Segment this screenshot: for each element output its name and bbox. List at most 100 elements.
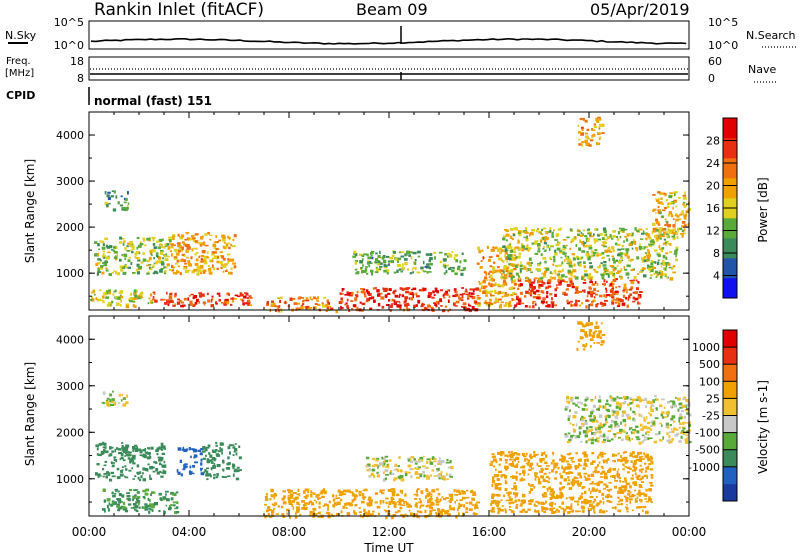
scatter-cell (500, 249, 504, 253)
noise-sky-line (90, 37, 687, 45)
scatter-cell (338, 501, 341, 505)
scatter-cell (612, 397, 617, 401)
scatter-cell (176, 511, 180, 514)
scatter-cell (630, 455, 633, 457)
scatter-cell (571, 282, 574, 286)
scatter-cell (603, 294, 606, 298)
scatter-cell (337, 489, 341, 493)
scatter-cell (542, 256, 547, 260)
scatter-cell (627, 493, 630, 496)
scatter-cell (378, 268, 382, 271)
scatter-cell (372, 510, 375, 513)
scatter-cell (570, 496, 575, 500)
scatter-cell (620, 438, 624, 441)
scatter-cell (561, 460, 565, 463)
scatter-cell (623, 266, 625, 269)
scatter-cell (513, 267, 517, 271)
scatter-cell (209, 454, 213, 458)
scatter-cell (431, 489, 436, 493)
scatter-cell (564, 293, 568, 296)
scatter-cell (557, 242, 561, 245)
scatter-cell (188, 471, 193, 474)
scatter-cell (594, 416, 596, 420)
scatter-cell (270, 304, 275, 307)
scatter-cell (527, 459, 531, 462)
scatter-cell (677, 397, 681, 401)
scatter-cell (125, 198, 128, 201)
scatter-cell (638, 458, 643, 462)
scatter-cell (511, 280, 514, 284)
scatter-cell (142, 237, 145, 240)
scatter-cell (572, 304, 576, 307)
scatter-cell (178, 300, 182, 303)
scatter-cell (498, 305, 502, 309)
scatter-cell (589, 265, 594, 269)
scatter-cell (599, 336, 603, 339)
scatter-cell (106, 403, 109, 407)
scatter-cell (125, 468, 128, 471)
scatter-cell (637, 451, 640, 456)
scatter-cell (159, 269, 163, 273)
scatter-cell (97, 271, 99, 275)
scatter-cell (604, 299, 608, 302)
scatter-cell (397, 503, 401, 506)
scatter-cell (104, 191, 107, 195)
scatter-cell (537, 293, 541, 296)
scatter-cell (111, 491, 114, 495)
scatter-cell (684, 404, 688, 408)
colorbar-segment (723, 278, 737, 299)
scatter-cell (518, 276, 521, 280)
noise-right-tick-top: 10^5 (708, 16, 738, 29)
scatter-cell (216, 464, 221, 468)
scatter-cell (622, 485, 627, 488)
scatter-cell (575, 288, 577, 291)
scatter-cell (181, 253, 186, 257)
scatter-cell (548, 472, 551, 474)
scatter-cell (168, 295, 173, 299)
scatter-cell (113, 401, 117, 403)
scatter-cell (114, 492, 117, 495)
scatter-cell (318, 505, 321, 509)
scatter-cell (582, 505, 585, 508)
scatter-cell (593, 508, 595, 512)
scatter-cell (589, 277, 593, 280)
scatter-cell (340, 492, 344, 496)
scatter-cell (137, 259, 141, 262)
scatter-cell (586, 295, 589, 298)
scatter-cell (149, 237, 151, 240)
scatter-cell (572, 269, 577, 273)
scatter-cell (465, 507, 468, 511)
scatter-cell (605, 418, 608, 421)
scatter-cell (643, 418, 646, 423)
scatter-cell (548, 477, 551, 480)
scatter-cell (510, 450, 513, 454)
scatter-cell (449, 266, 453, 269)
scatter-cell (311, 502, 314, 506)
scatter-cell (160, 298, 163, 301)
scatter-cell (627, 234, 630, 237)
scatter-cell (595, 419, 598, 423)
scatter-cell (412, 515, 416, 518)
scatter-cell (618, 477, 622, 479)
scatter-cell (588, 330, 592, 333)
scatter-cell (530, 271, 533, 274)
scatter-cell (97, 258, 102, 261)
scatter-cell (610, 438, 614, 441)
scatter-cell (266, 301, 269, 305)
scatter-cell (280, 309, 283, 313)
scatter-cell (577, 233, 581, 236)
scatter-cell (513, 256, 518, 260)
scatter-cell (616, 413, 619, 416)
scatter-cell (243, 295, 247, 299)
scatter-cell (500, 269, 504, 272)
scatter-cell (366, 456, 370, 460)
scatter-cell (303, 496, 307, 498)
scatter-cell (422, 455, 425, 458)
scatter-cell (596, 482, 600, 486)
scatter-cell (577, 503, 579, 506)
scatter-cell (602, 237, 605, 240)
scatter-cell (527, 462, 530, 466)
scatter-cell (677, 218, 681, 221)
scatter-cell (217, 255, 220, 259)
scatter-cell (468, 304, 472, 307)
